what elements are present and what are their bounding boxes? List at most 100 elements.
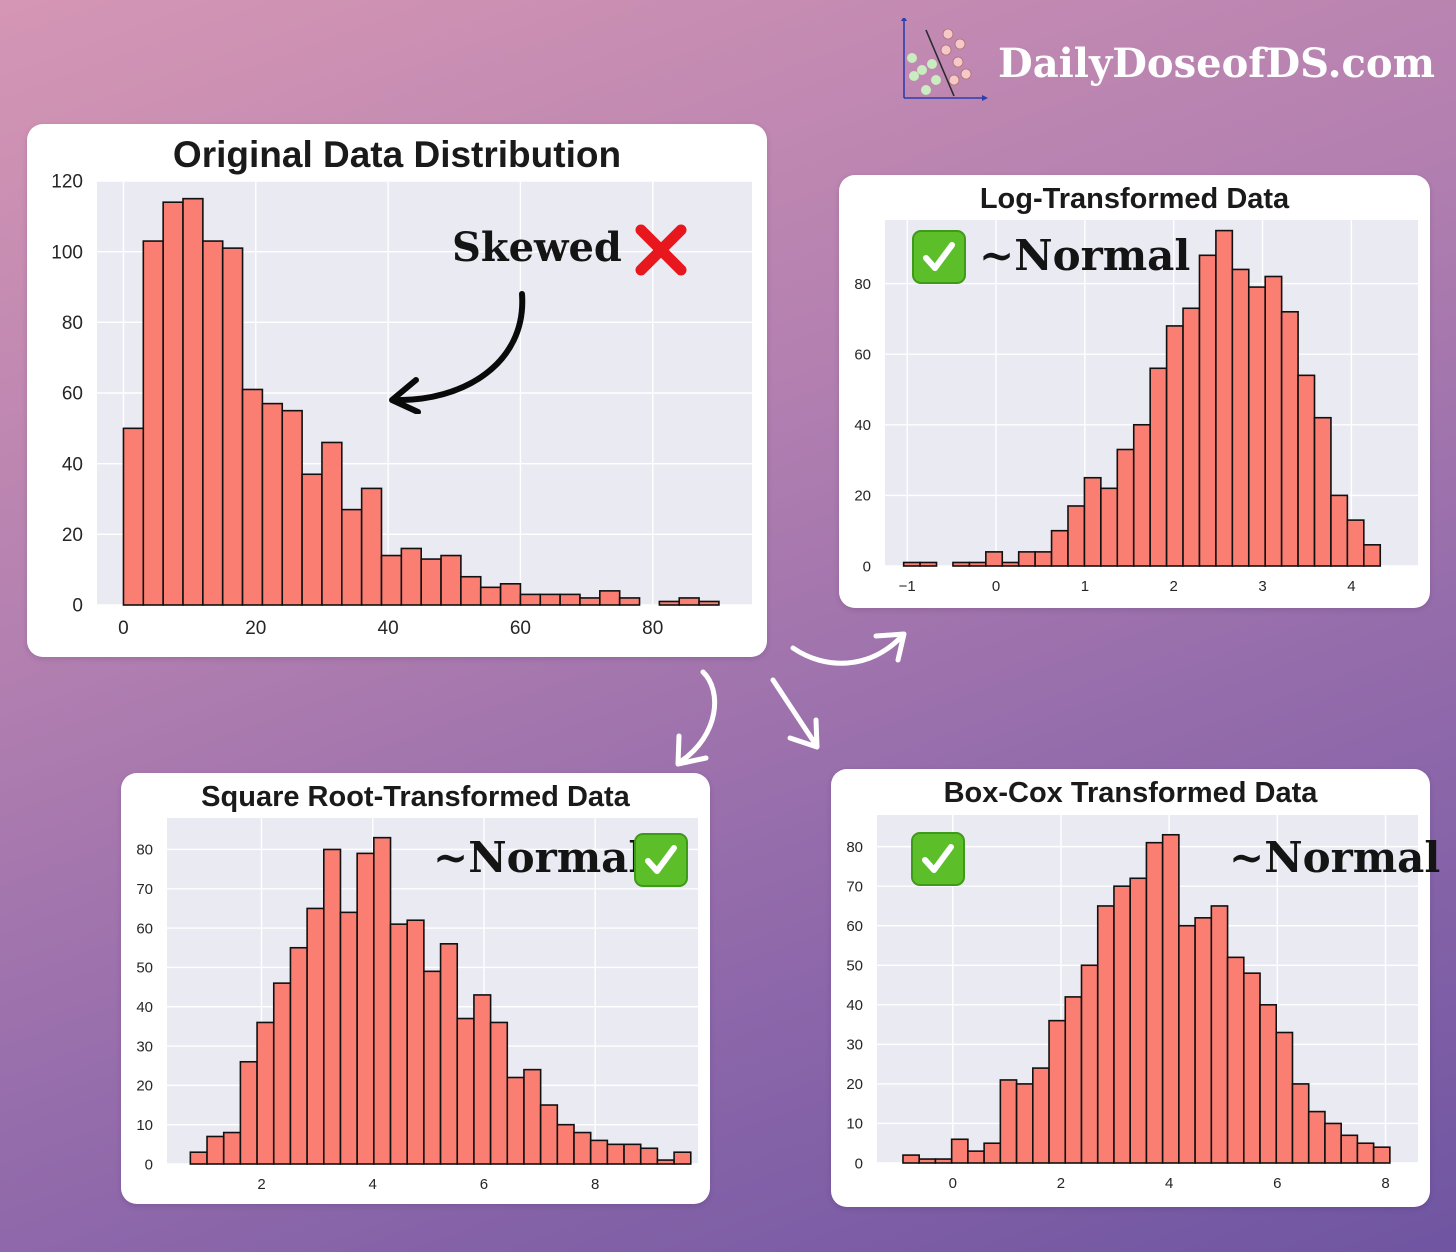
histogram-bar: [423, 970, 442, 1165]
x-tick-label: 2: [257, 1176, 265, 1193]
histogram-bar: [967, 1150, 985, 1164]
green-check-mark-icon: [912, 230, 966, 284]
brand-name[interactable]: DailyDoseofDS.com: [998, 40, 1435, 87]
histogram-bar: [1346, 519, 1365, 567]
x-tick-label: 0: [992, 578, 1000, 595]
histogram-bar: [1100, 487, 1119, 567]
x-tick-label: 4: [1347, 578, 1355, 595]
histogram-bar: [950, 1138, 969, 1164]
histogram-bar: [1324, 1122, 1342, 1164]
histogram-bar: [1340, 1134, 1359, 1164]
histogram-bar: [968, 561, 987, 567]
histogram-bar: [983, 1142, 1002, 1164]
histogram-bar: [1247, 286, 1267, 567]
y-tick-label: 100: [51, 242, 83, 263]
histogram-bar: [559, 593, 581, 606]
boxcox-chart-card: Box-Cox Transformed Data 0 2 4 6 8 0 10 20 30 40 5…: [831, 769, 1440, 1207]
x-tick-label: 60: [510, 618, 531, 639]
histogram-bar: [1132, 423, 1151, 567]
histogram-bar: [1291, 1083, 1310, 1164]
histogram-bar: [1194, 917, 1213, 1164]
histogram-bar: [1280, 310, 1299, 567]
y-tick-label: 80: [854, 276, 871, 293]
histogram-bar: [1182, 307, 1201, 567]
histogram-bar: [206, 1135, 225, 1165]
green-check-mark-icon: [634, 833, 688, 887]
histogram-bar: [639, 1147, 659, 1165]
y-tick-label: 20: [846, 1076, 863, 1093]
histogram-bar: [1297, 374, 1316, 567]
histogram-bar: [1313, 416, 1332, 567]
x-tick-label: 4: [369, 1176, 377, 1193]
histogram-bar: [1096, 905, 1115, 1164]
x-tick-label: 4: [1165, 1175, 1173, 1192]
histogram-bar: [1080, 964, 1099, 1164]
y-tick-label: 10: [136, 1117, 153, 1134]
x-tick-label: 2: [1170, 578, 1178, 595]
histogram-bar: [1226, 956, 1245, 1164]
skewed-label: Skewed: [452, 224, 622, 271]
y-tick-label: 80: [136, 842, 153, 859]
y-tick-label: 80: [846, 839, 863, 856]
histogram-bar: [589, 1139, 609, 1165]
x-tick-label: 0: [118, 618, 129, 639]
histogram-bar: [142, 240, 164, 606]
histogram-bar: [918, 1158, 937, 1164]
histogram-bar: [999, 1079, 1018, 1164]
original-chart-card: Original Data Distribution 0 20 40 60 80 0 20 4…: [27, 124, 767, 657]
histogram-bar: [952, 561, 971, 567]
y-tick-label: 40: [62, 454, 83, 475]
x-tick-label: 0: [949, 1175, 957, 1192]
y-tick-label: 40: [136, 999, 153, 1016]
x-tick-label: 6: [480, 1176, 488, 1193]
histogram-bar: [1083, 476, 1102, 567]
histogram-bar: [1210, 905, 1229, 1164]
y-tick-label: 120: [51, 172, 83, 193]
y-tick-label: 50: [846, 958, 863, 975]
histogram-bar: [360, 487, 383, 606]
x-tick-label: 2: [1057, 1175, 1065, 1192]
histogram-bar: [539, 593, 561, 606]
histogram-bar: [506, 1076, 525, 1165]
y-tick-label: 20: [62, 525, 83, 546]
histogram-bar: [1363, 544, 1382, 567]
histogram-bar: [420, 558, 442, 606]
histogram-bar: [289, 946, 308, 1165]
histogram-bar: [1198, 254, 1217, 567]
white-flow-arrow-icon: [770, 677, 820, 750]
histogram-bar: [356, 852, 375, 1165]
histogram-bar: [373, 836, 392, 1165]
histogram-bar: [678, 597, 700, 606]
histogram-bar: [573, 1131, 592, 1165]
histogram-bar: [1015, 1083, 1034, 1164]
x-tick-label: 3: [1258, 578, 1266, 595]
histogram-bar: [479, 586, 502, 606]
histogram-bar: [182, 197, 204, 606]
x-tick-label: 1: [1081, 578, 1089, 595]
y-tick-label: 70: [846, 878, 863, 895]
histogram-bar: [623, 1143, 642, 1165]
x-tick-label: 8: [591, 1176, 599, 1193]
histogram-bar: [985, 551, 1004, 567]
x-tick-label: 40: [378, 618, 399, 639]
histogram-bar: [122, 427, 145, 606]
normal-label-sqrt: ~Normal: [433, 833, 645, 882]
y-tick-label: 40: [854, 417, 871, 434]
y-tick-label: 80: [62, 313, 83, 334]
normal-label-boxcox: ~Normal: [1229, 833, 1441, 882]
histogram-bar: [1259, 1004, 1278, 1164]
histogram-bar: [1165, 325, 1184, 567]
histogram-bar: [389, 923, 409, 1165]
histogram-bar: [339, 911, 358, 1165]
histogram-bar: [440, 554, 462, 606]
histogram-bar: [406, 919, 425, 1165]
histogram-bar: [658, 600, 681, 606]
y-tick-label: 70: [136, 881, 153, 898]
curved-arrow-icon: [389, 291, 526, 414]
histogram-bar: [256, 1021, 275, 1165]
histogram-bar: [1307, 1110, 1326, 1164]
y-tick-label: 60: [846, 918, 863, 935]
sqrt-chart-card: Square Root-Transformed Data 2 4 6 8 0 10 20 30…: [121, 773, 710, 1204]
histogram-bar: [1275, 1031, 1294, 1164]
